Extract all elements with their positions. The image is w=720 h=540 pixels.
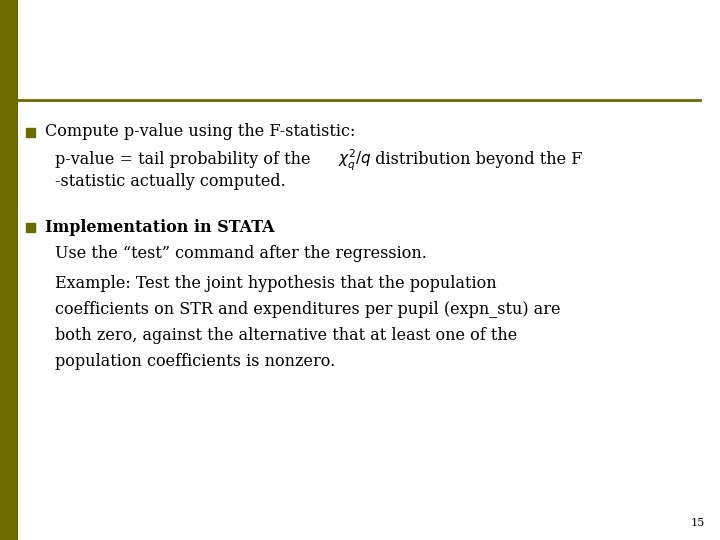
- Bar: [0, 0, 18, 540]
- Text: Example: Test the joint hypothesis that the population: Example: Test the joint hypothesis that …: [55, 274, 497, 292]
- Text: Implementation in STATA: Implementation in STATA: [45, 219, 274, 235]
- Text: distribution beyond the F: distribution beyond the F: [365, 152, 582, 168]
- Bar: [26, 222, 35, 232]
- Bar: [26, 127, 35, 137]
- Text: population coefficients is nonzero.: population coefficients is nonzero.: [55, 353, 336, 369]
- Text: -statistic actually computed.: -statistic actually computed.: [55, 173, 286, 191]
- Text: coefficients on STR and expenditures per pupil (expn_stu) are: coefficients on STR and expenditures per…: [55, 300, 560, 318]
- Text: $\chi^2_q/q$: $\chi^2_q/q$: [338, 147, 372, 173]
- Text: Compute p-value using the F-statistic:: Compute p-value using the F-statistic:: [45, 124, 356, 140]
- Text: Use the “test” command after the regression.: Use the “test” command after the regress…: [55, 245, 427, 261]
- Text: 15: 15: [690, 518, 705, 528]
- Text: p-value = tail probability of the: p-value = tail probability of the: [55, 152, 310, 168]
- Text: both zero, against the alternative that at least one of the: both zero, against the alternative that …: [55, 327, 517, 343]
